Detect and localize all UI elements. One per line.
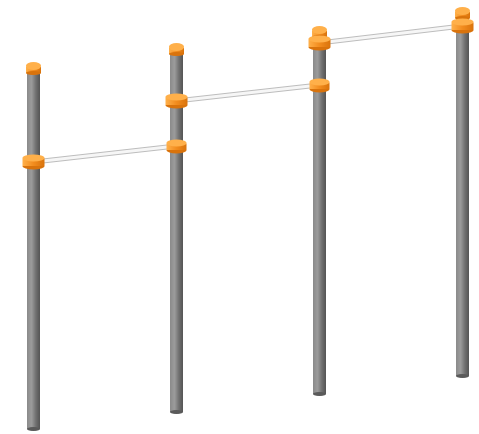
post-4 bbox=[451, 7, 474, 378]
post-1 bbox=[22, 62, 45, 431]
bar-clamp-3-upper bbox=[308, 35, 331, 51]
bar-middle bbox=[173, 82, 322, 104]
post-2 bbox=[165, 43, 188, 414]
post-cap-4 bbox=[455, 7, 470, 20]
bar-clamp-1 bbox=[22, 154, 45, 170]
post-3 bbox=[308, 26, 331, 396]
bar-high bbox=[316, 23, 465, 46]
bar-clamp-2-lower bbox=[166, 139, 187, 154]
bar-low bbox=[31, 143, 179, 165]
post-cap-1 bbox=[26, 62, 41, 75]
bar-clamp-4 bbox=[451, 18, 474, 34]
bar-clamp-3-lower bbox=[309, 78, 330, 93]
bar-clamp-2-upper bbox=[165, 93, 188, 109]
bars bbox=[31, 23, 465, 165]
post-cap-2 bbox=[169, 43, 184, 56]
